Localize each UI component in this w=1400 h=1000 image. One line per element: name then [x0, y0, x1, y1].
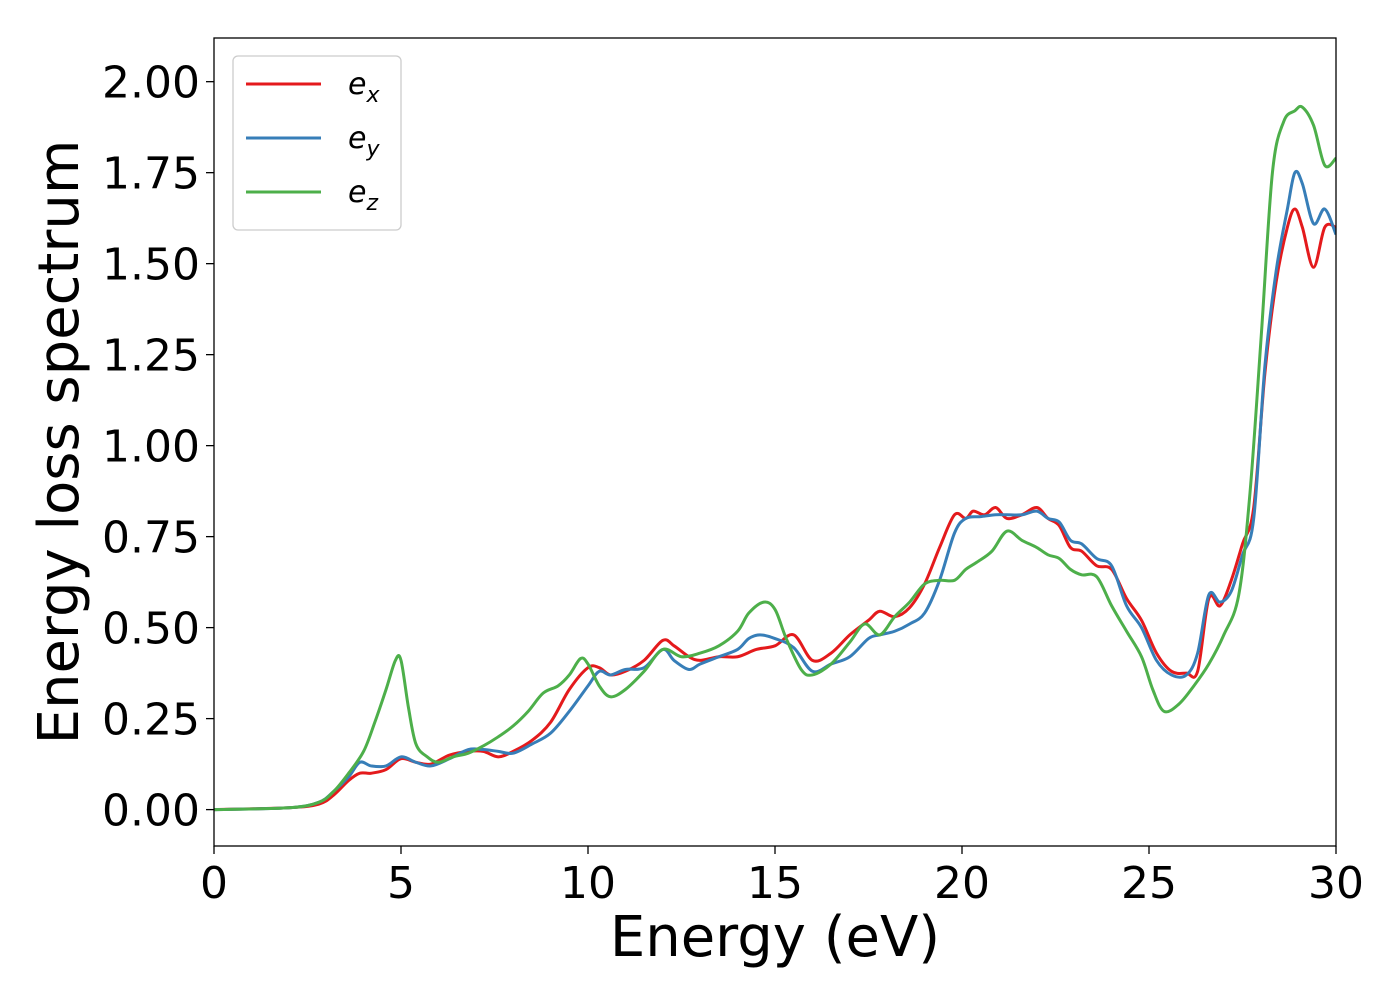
x-tick-label: 20	[934, 858, 990, 909]
legend: ex ey ez	[232, 55, 402, 231]
series-line-e-x	[214, 207, 1336, 812]
y-tick-label: 0.00	[102, 786, 200, 837]
y-tick-label: 0.50	[102, 604, 200, 655]
x-tick-label: 10	[560, 858, 616, 909]
y-tick-label: 0.75	[102, 513, 200, 564]
x-tick-label: 30	[1308, 858, 1364, 909]
x-tick-label: 25	[1121, 858, 1177, 909]
legend-label: ey	[348, 121, 380, 162]
series-line-e-y	[214, 169, 1336, 812]
x-axis-title: Energy (eV)	[610, 905, 940, 970]
legend-item-e-x: ex	[246, 67, 380, 108]
legend-label: ex	[348, 67, 380, 108]
legend-box	[232, 55, 402, 231]
x-axis-ticks: 0 5 10 15 20 25 30	[200, 846, 1364, 909]
y-tick-label: 2.00	[102, 58, 200, 109]
y-axis-title: Energy loss spectrum	[27, 140, 92, 745]
y-tick-label: 1.25	[102, 331, 200, 382]
series-line-e-z	[214, 104, 1336, 812]
x-tick-label: 15	[747, 858, 803, 909]
legend-item-e-y: ey	[246, 121, 380, 162]
x-tick-label: 0	[200, 858, 228, 909]
series-lines	[214, 104, 1336, 812]
y-tick-label: 0.25	[102, 695, 200, 746]
y-tick-label: 1.75	[102, 149, 200, 200]
y-axis-ticks: 0.00 0.25 0.50 0.75 1.00 1.25 1.50 1.75 2.00	[102, 58, 214, 837]
legend-item-e-z: ez	[246, 175, 378, 216]
legend-label: ez	[348, 175, 378, 216]
y-tick-label: 1.50	[102, 240, 200, 291]
y-tick-label: 1.00	[102, 422, 200, 473]
x-tick-label: 5	[387, 858, 415, 909]
